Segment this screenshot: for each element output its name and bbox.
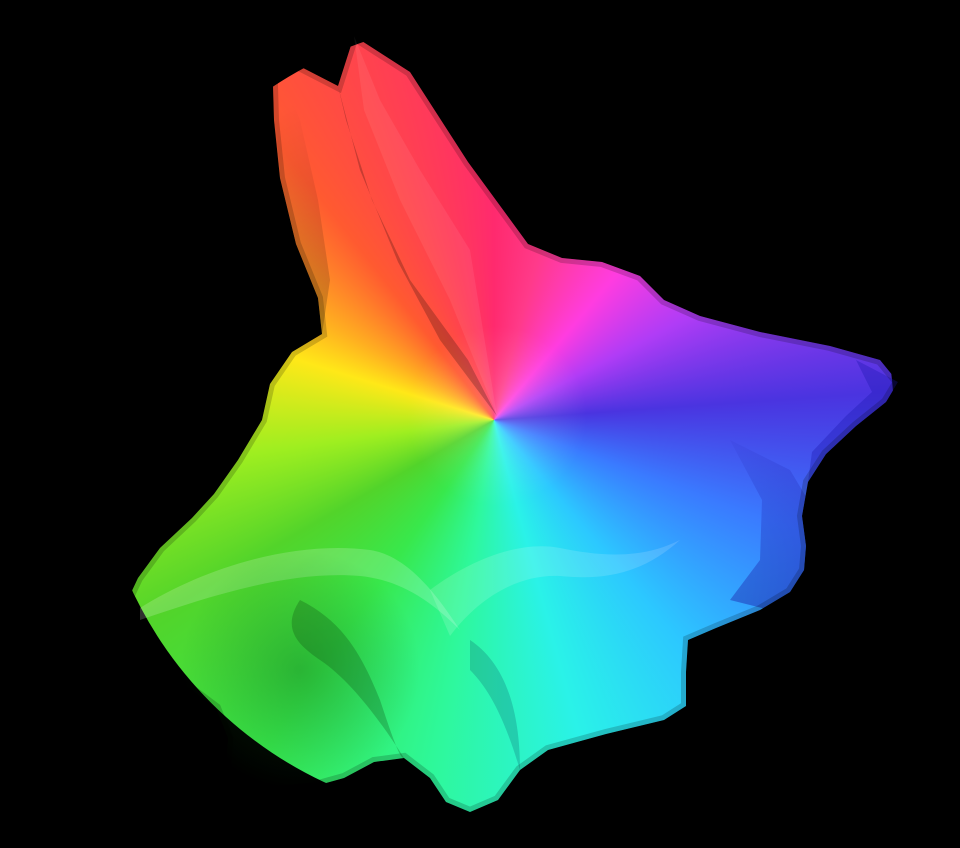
green-fold-crease — [291, 600, 404, 759]
center-singularity-glow — [407, 326, 587, 506]
spike-left-prong-shade — [272, 52, 330, 334]
lower-ridge-highlight — [140, 548, 460, 630]
blue-lobe-fold — [730, 440, 820, 610]
silhouette-edge-shade — [122, 36, 898, 812]
green-valley-shadow — [180, 550, 420, 790]
cyan-ridge-highlight — [430, 540, 680, 636]
blue-lobe-rim — [808, 360, 898, 482]
cyan-fold-crease — [470, 640, 520, 770]
spike-highlight — [354, 36, 497, 416]
